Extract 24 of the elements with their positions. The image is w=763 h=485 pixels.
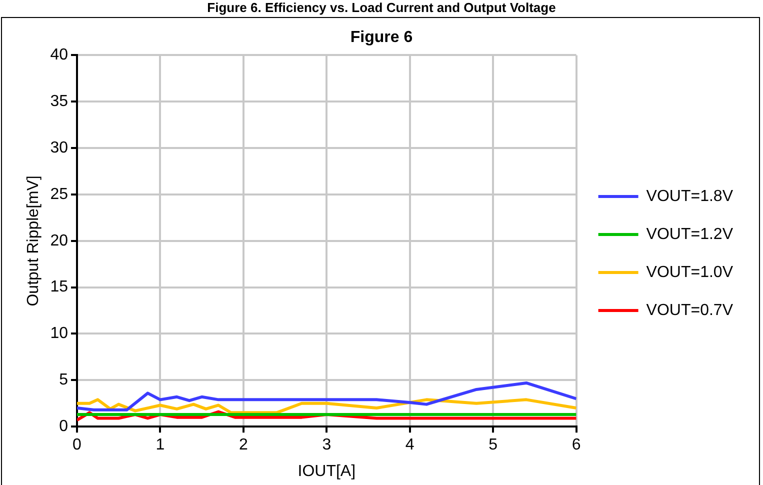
legend-label: VOUT=1.2V [646, 226, 734, 243]
y-tick-label: 10 [50, 325, 68, 342]
x-tick-label: 6 [572, 436, 581, 454]
y-tick-label: 20 [50, 232, 68, 250]
caption: Figure 6. Efficiency vs. Load Current and Output Voltage [206, 0, 557, 16]
x-tick-label: 0 [72, 436, 82, 454]
y-tick-label: 0 [59, 418, 68, 436]
y-tick-label: 5 [59, 372, 68, 389]
x-tick-label: 2 [238, 436, 248, 454]
y-tick-label: 15 [50, 278, 68, 296]
legend-label: VOUT=1.8V [646, 188, 734, 205]
y-tick-label: 40 [50, 46, 68, 64]
x-tick-label: 5 [488, 436, 498, 454]
x-axis-title: IOUT[A] [298, 462, 356, 480]
chart-title: Figure 6 [350, 29, 413, 46]
x-tick-label: 1 [156, 436, 165, 454]
x-tick-label: 3 [322, 436, 332, 454]
y-axis-title: Output Ripple[mV] [25, 176, 42, 306]
y-tick-label: 30 [50, 139, 68, 156]
legend-label: VOUT=1.0V [646, 264, 734, 281]
y-tick-label: 25 [50, 186, 68, 203]
y-tick-label: 35 [50, 93, 68, 110]
legend-label: VOUT=0.7V [646, 302, 734, 319]
x-tick-label: 4 [405, 436, 414, 454]
